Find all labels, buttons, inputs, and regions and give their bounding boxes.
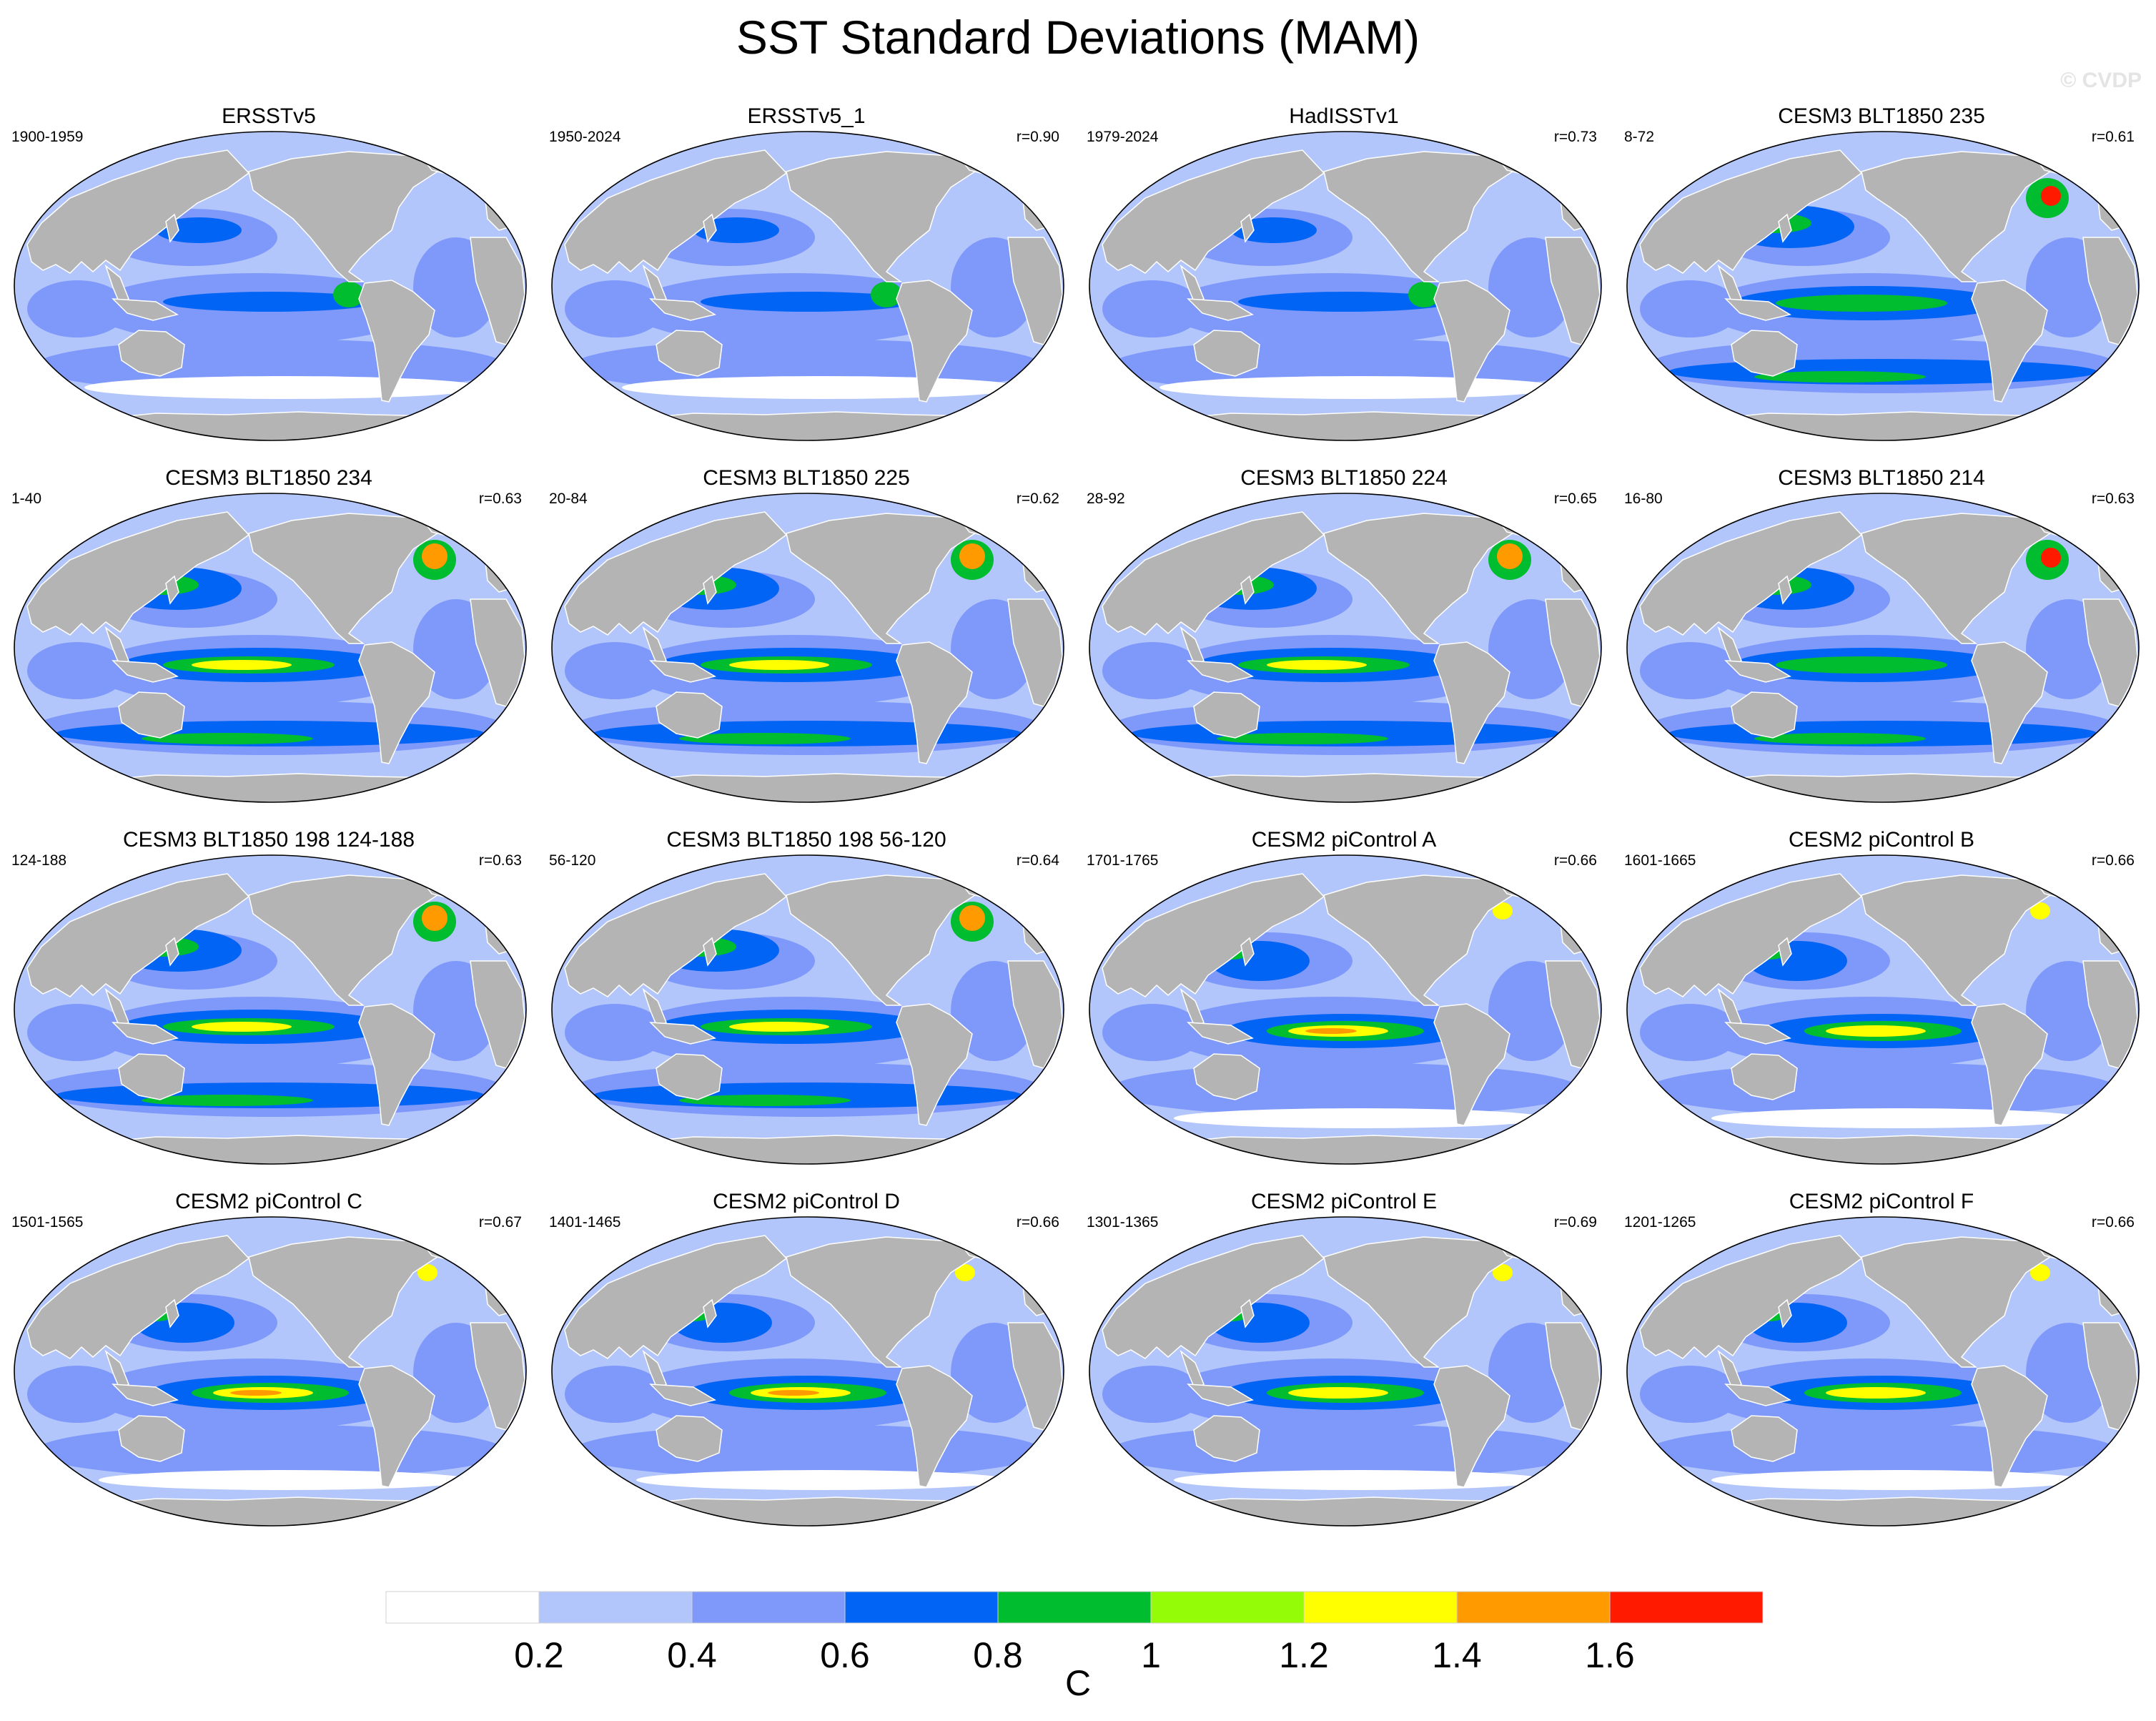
panel-title: CESM3 BLT1850 235 xyxy=(1778,104,1985,128)
panel-title: CESM3 BLT1850 225 xyxy=(703,466,910,490)
sst-map xyxy=(14,131,527,441)
panel-correlation: r=0.63 xyxy=(478,490,522,507)
map-panel: ERSSTv5 1900-1959 xyxy=(0,102,538,452)
sst-map xyxy=(1626,854,2140,1165)
panel-correlation: r=0.69 xyxy=(1553,1214,1597,1231)
sst-map xyxy=(14,493,527,803)
panel-years: 1301-1365 xyxy=(1087,1214,1159,1231)
sst-map xyxy=(1089,493,1602,803)
map-panel: CESM2 piControl E 1301-1365 r=0.69 xyxy=(1075,1187,1613,1537)
colorbar-tick-label: 0.4 xyxy=(667,1635,717,1675)
colorbar-swatch xyxy=(538,1591,693,1624)
colorbar-tick-label: 0.8 xyxy=(973,1635,1023,1675)
colorbar-tick-label: 1.4 xyxy=(1432,1635,1482,1675)
sst-map xyxy=(14,1216,527,1527)
sst-map xyxy=(1089,854,1602,1165)
panel-years: 124-188 xyxy=(11,852,67,869)
colorbar-swatch xyxy=(1303,1591,1458,1624)
panel-correlation: r=0.66 xyxy=(1553,852,1597,869)
panel-title: CESM2 piControl D xyxy=(713,1190,900,1213)
panel-title: CESM2 piControl B xyxy=(1788,828,1975,852)
panel-title: CESM3 BLT1850 224 xyxy=(1240,466,1448,490)
sst-map xyxy=(1089,131,1602,441)
panel-years: 1501-1565 xyxy=(11,1214,84,1231)
colorbar-swatch xyxy=(691,1591,846,1624)
sst-map xyxy=(551,493,1064,803)
sst-map xyxy=(14,854,527,1165)
panel-correlation: r=0.66 xyxy=(2091,1214,2135,1231)
panel-correlation: r=0.65 xyxy=(1553,490,1597,507)
panel-years: 16-80 xyxy=(1624,490,1663,507)
panel-years: 56-120 xyxy=(549,852,596,869)
panel-title: ERSSTv5_1 xyxy=(747,104,866,128)
colorbar-tick-label: 1.6 xyxy=(1585,1635,1635,1675)
sst-map xyxy=(1089,1216,1602,1527)
sst-map xyxy=(1626,493,2140,803)
colorbar-tick-label: 1 xyxy=(1141,1635,1161,1675)
map-panel: CESM2 piControl B 1601-1665 r=0.66 xyxy=(1613,825,2150,1175)
colorbar-swatch xyxy=(1150,1591,1305,1624)
map-panel: ERSSTv5_1 1950-2024 r=0.90 xyxy=(538,102,1075,452)
panel-correlation: r=0.66 xyxy=(1016,1214,1059,1231)
panel-years: 1601-1665 xyxy=(1624,852,1696,869)
map-panel: CESM3 BLT1850 225 20-84 r=0.62 xyxy=(538,463,1075,814)
panel-title: CESM2 piControl F xyxy=(1789,1190,1974,1213)
copyright-watermark: © CVDP xyxy=(2060,69,2142,92)
panel-years: 28-92 xyxy=(1087,490,1125,507)
map-panel: CESM3 BLT1850 224 28-92 r=0.65 xyxy=(1075,463,1613,814)
panel-title: CESM3 BLT1850 214 xyxy=(1778,466,1985,490)
panel-title: CESM3 BLT1850 198 56-120 xyxy=(666,828,946,852)
panel-correlation: r=0.73 xyxy=(1553,129,1597,145)
panel-correlation: r=0.66 xyxy=(2091,852,2135,869)
panel-title: CESM3 BLT1850 198 124-188 xyxy=(122,828,415,852)
panel-correlation: r=0.64 xyxy=(1016,852,1059,869)
sst-map xyxy=(1626,1216,2140,1527)
map-panel: HadISSTv1 1979-2024 r=0.73 xyxy=(1075,102,1613,452)
sst-map xyxy=(551,131,1064,441)
colorbar-tick-label: 0.6 xyxy=(820,1635,870,1675)
panel-years: 8-72 xyxy=(1624,129,1655,145)
colorbar-swatch xyxy=(844,1591,999,1624)
panel-correlation: r=0.67 xyxy=(478,1214,522,1231)
panel-years: 1701-1765 xyxy=(1087,852,1159,869)
map-panel: CESM3 BLT1850 198 56-120 56-120 r=0.64 xyxy=(538,825,1075,1175)
panel-years: 1401-1465 xyxy=(549,1214,621,1231)
colorbar-swatch xyxy=(385,1591,540,1624)
panel-correlation: r=0.62 xyxy=(1016,490,1059,507)
panel-correlation: r=0.90 xyxy=(1016,129,1059,145)
colorbar-swatch xyxy=(1456,1591,1611,1624)
map-panel: CESM3 BLT1850 214 16-80 r=0.63 xyxy=(1613,463,2150,814)
panel-years: 1900-1959 xyxy=(11,129,84,145)
panel-title: CESM3 BLT1850 234 xyxy=(165,466,372,490)
map-panel: CESM3 BLT1850 198 124-188 124-188 r=0.63 xyxy=(0,825,538,1175)
panel-years: 1950-2024 xyxy=(549,129,621,145)
map-panel: CESM2 piControl F 1201-1265 r=0.66 xyxy=(1613,1187,2150,1537)
colorbar-tick-label: 0.2 xyxy=(514,1635,564,1675)
colorbar-tick-label: 1.2 xyxy=(1279,1635,1329,1675)
colorbar-swatch xyxy=(997,1591,1152,1624)
map-panel: CESM2 piControl D 1401-1465 r=0.66 xyxy=(538,1187,1075,1537)
colorbar-units: C xyxy=(1064,1663,1092,1703)
panel-years: 1979-2024 xyxy=(1087,129,1159,145)
map-panel: CESM2 piControl C 1501-1565 r=0.67 xyxy=(0,1187,538,1537)
sst-map xyxy=(551,1216,1064,1527)
panel-title: HadISSTv1 xyxy=(1289,104,1399,128)
panel-correlation: r=0.61 xyxy=(2091,129,2135,145)
colorbar-swatch xyxy=(1609,1591,1764,1624)
panel-years: 20-84 xyxy=(549,490,588,507)
panel-title: CESM2 piControl E xyxy=(1250,1190,1438,1213)
panel-title: CESM2 piControl C xyxy=(175,1190,362,1213)
panel-correlation: r=0.63 xyxy=(2091,490,2135,507)
sst-map xyxy=(1626,131,2140,441)
map-panel: CESM3 BLT1850 235 8-72 r=0.61 xyxy=(1613,102,2150,452)
figure-title: SST Standard Deviations (MAM) xyxy=(736,11,1420,64)
panel-correlation: r=0.63 xyxy=(478,852,522,869)
panel-title: CESM2 piControl A xyxy=(1251,828,1437,852)
panel-years: 1-40 xyxy=(11,490,42,507)
panel-title: ERSSTv5 xyxy=(222,104,316,128)
sst-map xyxy=(551,854,1064,1165)
map-panel: CESM3 BLT1850 234 1-40 r=0.63 xyxy=(0,463,538,814)
map-panel: CESM2 piControl A 1701-1765 r=0.66 xyxy=(1075,825,1613,1175)
panel-years: 1201-1265 xyxy=(1624,1214,1696,1231)
